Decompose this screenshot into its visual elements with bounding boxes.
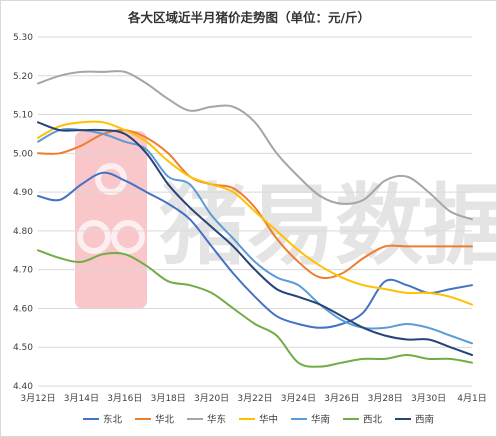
- series-line-4: [37, 128, 473, 345]
- series-line-5: [37, 249, 473, 368]
- y-tick-label: 5.30: [13, 33, 33, 43]
- y-tick-label: 4.40: [13, 382, 33, 392]
- watermark-logo: [75, 131, 147, 309]
- y-tick-label: 4.70: [13, 266, 33, 276]
- y-axis-ticks: 4.40 4.50 4.60 4.70 4.80 4.90 5.00 5.10 5.20 5.30: [13, 33, 33, 392]
- x-axis-ticks: 3月12日 3月14日 3月16日 3月18日 3月20日 3月22日 3月24日 3月26日…: [20, 393, 486, 404]
- watermark: 猪易数据: [75, 131, 496, 309]
- y-tick-label: 4.60: [13, 304, 33, 314]
- legend-label: 华北: [155, 414, 175, 426]
- legend-label: 西南: [415, 414, 434, 426]
- y-tick-label: 5.10: [13, 111, 33, 121]
- x-tick-label: 4月1日: [457, 393, 486, 404]
- y-tick-label: 5.20: [13, 72, 33, 82]
- legend-label: 华中: [259, 414, 278, 426]
- series-line-2: [37, 70, 473, 221]
- legend-label: 华东: [207, 414, 226, 426]
- legend-label: 华南: [311, 414, 330, 426]
- y-tick-label: 4.80: [13, 227, 33, 237]
- y-tick-label: 4.90: [13, 188, 33, 198]
- y-tick-label: 5.00: [13, 149, 33, 159]
- series-line-1: [37, 128, 473, 280]
- x-tick-label: 3月22日: [237, 393, 272, 404]
- x-tick-label: 3月20日: [194, 393, 229, 404]
- series-line-0: [37, 171, 473, 329]
- x-tick-label: 3月12日: [20, 393, 55, 404]
- series-lines: [37, 70, 473, 368]
- y-tick-label: 4.50: [13, 343, 33, 353]
- grid-lines: [38, 36, 472, 387]
- series-line-6: [37, 121, 473, 356]
- legend-label: 东北: [103, 414, 123, 426]
- x-tick-label: 3月30日: [411, 393, 446, 404]
- x-tick-label: 3月18日: [151, 393, 186, 404]
- x-tick-label: 3月14日: [64, 393, 99, 404]
- x-tick-label: 3月28日: [368, 393, 403, 404]
- legend: 东北 华北 华东 华中 华南 西北 西南: [83, 414, 434, 426]
- watermark-text: 猪易数据: [159, 174, 496, 277]
- x-tick-label: 3月24日: [281, 393, 316, 404]
- x-tick-label: 3月26日: [324, 393, 359, 404]
- series-line-3: [37, 120, 473, 306]
- legend-label: 西北: [363, 415, 383, 426]
- x-tick-label: 3月16日: [107, 393, 142, 404]
- chart-title: 各大区域近半月猪价走势图（单位：元/斤）: [127, 10, 370, 25]
